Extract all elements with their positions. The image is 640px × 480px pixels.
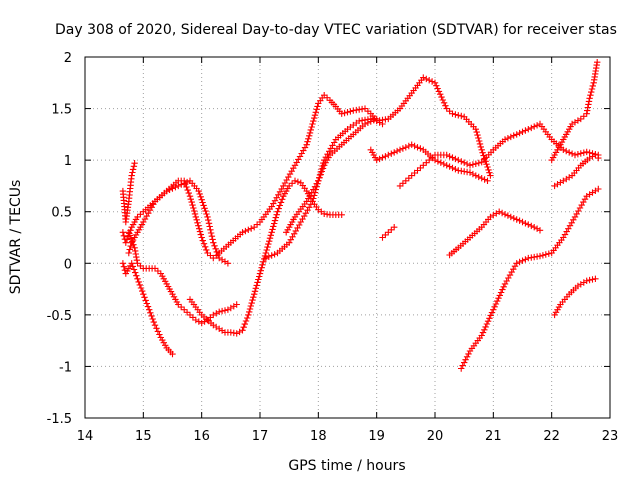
y-tick-label: -1	[59, 360, 72, 375]
x-axis-title: GPS time / hours	[288, 458, 405, 474]
series-track-13	[458, 185, 602, 372]
y-tick-label: -0.5	[47, 309, 72, 324]
x-tick-label: 14	[77, 429, 94, 444]
series-track-3	[119, 74, 494, 262]
series-track-8	[283, 115, 380, 236]
x-tick-label: 17	[252, 429, 269, 444]
data-points	[119, 59, 602, 372]
series-track-11	[396, 120, 602, 190]
x-tick-label: 20	[427, 429, 444, 444]
series-track-14	[551, 275, 599, 319]
series-track-6	[186, 177, 345, 337]
series-track-1	[119, 260, 176, 358]
series-track-10	[379, 224, 398, 241]
x-tick-label: 18	[310, 429, 327, 444]
x-tick-label: 16	[193, 429, 210, 444]
y-tick-label: 0	[64, 257, 72, 272]
series-track-12	[446, 208, 544, 259]
series-track-2	[119, 160, 138, 226]
series-track-16	[551, 151, 602, 190]
y-tick-label: -1.5	[47, 412, 72, 427]
x-tick-label: 23	[602, 429, 619, 444]
series-track-5	[125, 229, 240, 327]
y-tick-label: 1	[64, 154, 72, 169]
series-track-4	[125, 177, 232, 267]
x-tick-label: 21	[485, 429, 502, 444]
x-tick-label: 22	[543, 429, 560, 444]
y-tick-label: 1.5	[51, 103, 72, 118]
y-axis-title: SDTVAR / TECUs	[8, 180, 24, 295]
axes: 14 15 16 17 18 19 20 21 22 23 -1.5 -1 -0.5 0 0.5 1 1.5 2	[47, 51, 619, 444]
chart-title: Day 308 of 2020, Sidereal Day-to-day VTE…	[55, 22, 617, 38]
x-tick-label: 19	[368, 429, 385, 444]
plot-frame	[84, 56, 611, 419]
series-track-15	[548, 59, 601, 164]
y-tick-label: 2	[64, 51, 72, 66]
x-tick-label: 15	[135, 429, 152, 444]
y-tick-label: 0.5	[51, 206, 72, 221]
